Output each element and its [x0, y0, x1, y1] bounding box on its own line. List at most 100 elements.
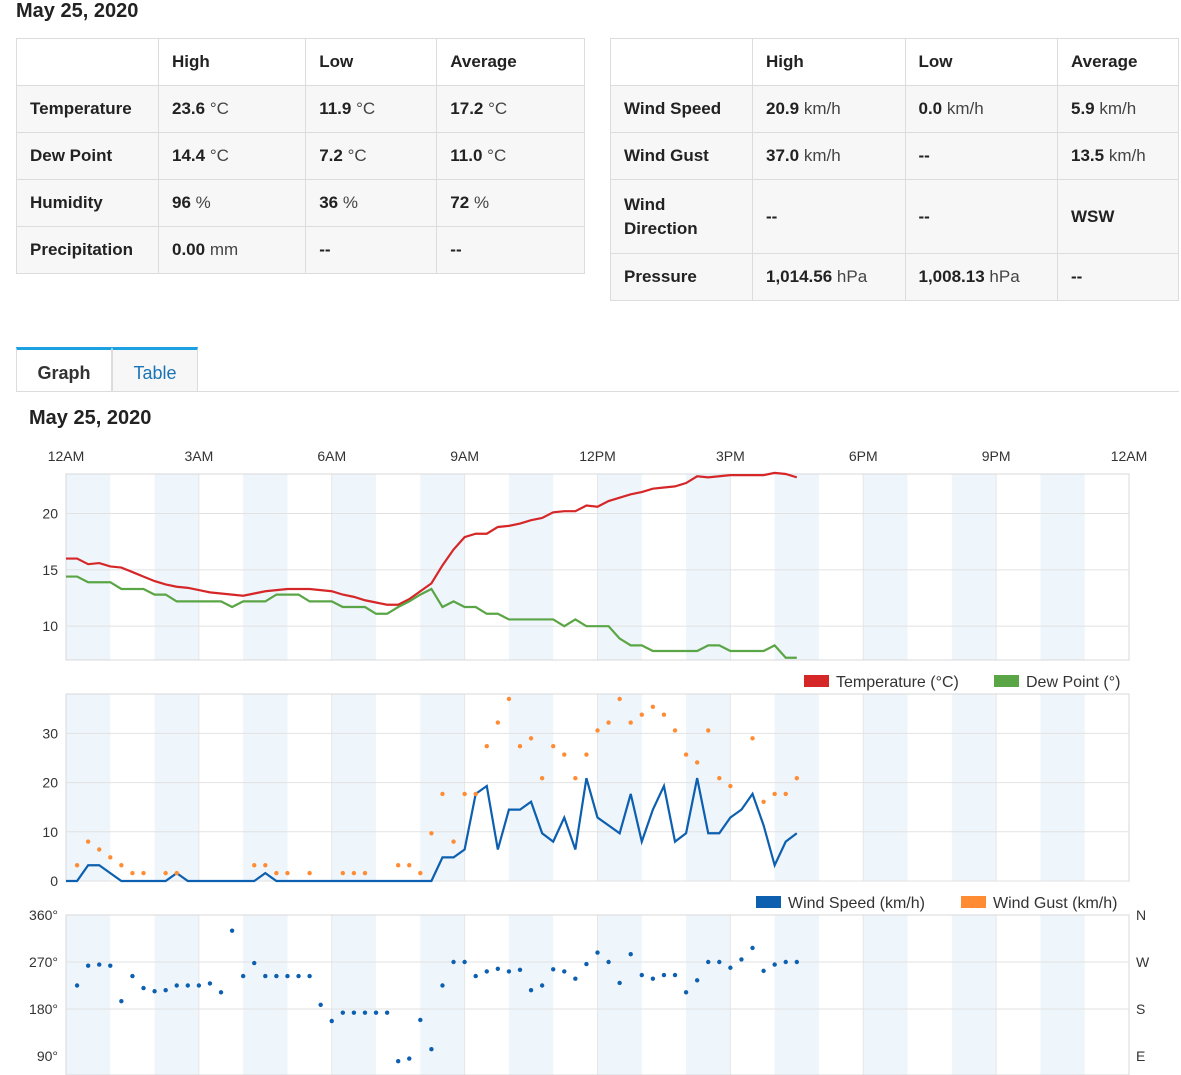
wind-direction-point [617, 980, 622, 986]
hour-band [863, 694, 908, 881]
compass-tick-label: S [1136, 1001, 1145, 1017]
wind-direction-point [285, 973, 290, 979]
hour-band [774, 915, 819, 1075]
hour-band [243, 474, 288, 660]
wind-gust-point [650, 704, 656, 709]
wind-gust-point [395, 863, 401, 868]
wind-direction-point [240, 973, 246, 979]
wind-direction-point [174, 983, 179, 988]
legend-swatch-temperature [804, 675, 829, 687]
cell-high: 1,014.56 hPa [752, 253, 906, 301]
cell-average: -- [436, 226, 585, 274]
wind-gust-point [263, 863, 268, 868]
wind-direction-point [628, 951, 633, 957]
row-label: Pressure [610, 253, 753, 301]
wind-direction-point [539, 983, 545, 988]
wind-direction-point [130, 973, 135, 979]
wind-gust-point [606, 720, 611, 725]
wind-gust-point [108, 855, 113, 860]
cell-low: 7.2 °C [305, 132, 438, 180]
wind-gust-point [562, 752, 567, 757]
wind-gust-point [794, 775, 800, 781]
wind-direction-point [750, 945, 755, 951]
hour-band [1040, 474, 1085, 660]
legend-label-dew-point: Dew Point (°) [1026, 674, 1120, 691]
wind-gust-point [783, 791, 788, 797]
wind-direction-point [429, 1047, 434, 1052]
table-row: Wind Gust 37.0 km/h -- 13.5 km/h [610, 132, 1179, 180]
wind-direction-point [185, 983, 191, 988]
x-tick-label: 12AM [1111, 448, 1148, 464]
y-tick-label: 20 [42, 505, 58, 521]
wind-gust-point [174, 870, 179, 876]
table-row: Pressure 1,014.56 hPa 1,008.13 hPa -- [610, 253, 1179, 301]
column-header-average: Average [1057, 38, 1179, 86]
wind-direction-point [573, 976, 578, 981]
wind-direction-point [528, 988, 534, 993]
wind-direction-point [108, 963, 113, 968]
cell-high: 14.4 °C [157, 132, 307, 180]
wind-gust-point [130, 870, 135, 876]
hour-band [774, 474, 819, 660]
cell-low: 0.0 km/h [904, 85, 1058, 133]
cell-low: 36 % [305, 179, 438, 227]
wind-gust-point [661, 712, 667, 717]
cell-average: 72 % [436, 179, 585, 227]
wind-direction-point [340, 1010, 346, 1015]
wind-direction-point [407, 1056, 412, 1061]
wind-direction-point [74, 983, 80, 988]
view-tabs: Graph Table [16, 347, 1179, 392]
y-tick-label: 90° [37, 1048, 58, 1064]
hour-band [243, 694, 288, 881]
hour-band [66, 694, 111, 881]
wind-gust-point [717, 775, 722, 781]
cell-high: 0.00 mm [157, 226, 307, 274]
wind-gust-point [694, 760, 700, 765]
y-tick-label: 0 [50, 873, 58, 889]
y-tick-label: 10 [42, 618, 58, 634]
hour-band [863, 474, 908, 660]
wind-gust-point [462, 791, 467, 797]
page-date-title: May 25, 2020 [16, 0, 139, 22]
hour-band [508, 694, 554, 881]
wind-direction-point [263, 973, 268, 979]
wind-direction-point [694, 978, 700, 983]
wind-direction-point [119, 998, 124, 1004]
wind-direction-point [462, 959, 467, 965]
wind-direction-point [207, 981, 213, 986]
tab-graph[interactable]: Graph [16, 347, 112, 391]
hour-band [686, 694, 731, 881]
wind-gust-point [595, 728, 600, 733]
x-tick-label: 9AM [450, 448, 479, 464]
hour-band [686, 474, 731, 660]
wind-gust-point [362, 870, 368, 876]
plot-frame [65, 914, 1130, 1075]
column-header-average: Average [436, 38, 585, 86]
cell-low: 11.9 °C [305, 85, 438, 133]
wind-direction-point [517, 967, 523, 973]
hour-band [154, 694, 199, 881]
dew-point-line [66, 575, 797, 659]
column-header-low: Low [904, 38, 1058, 86]
plot-frame [65, 473, 1130, 661]
row-label: Humidity [16, 179, 159, 227]
cell-average: WSW [1057, 179, 1179, 254]
wind-direction-point [196, 983, 202, 988]
wind-gust-point [683, 752, 689, 757]
wind-direction-point [717, 959, 722, 965]
wind-gust-point [706, 728, 711, 733]
table-header-row: High Low Average [610, 38, 1179, 86]
cell-high: 96 % [157, 179, 307, 227]
tab-table[interactable]: Table [112, 347, 198, 391]
chart-panel-3 [65, 914, 1130, 1075]
cell-high: 20.9 km/h [752, 85, 906, 133]
y-tick-label: 20 [42, 775, 58, 791]
legend-swatch-wind-gust [961, 896, 986, 908]
hour-band [1040, 915, 1085, 1075]
wind-gust-point [429, 831, 434, 836]
x-tick-label: 6AM [317, 448, 346, 464]
wind-speed-line [66, 777, 798, 883]
wind-direction-point [395, 1059, 401, 1064]
cell-average: 13.5 km/h [1057, 132, 1179, 180]
